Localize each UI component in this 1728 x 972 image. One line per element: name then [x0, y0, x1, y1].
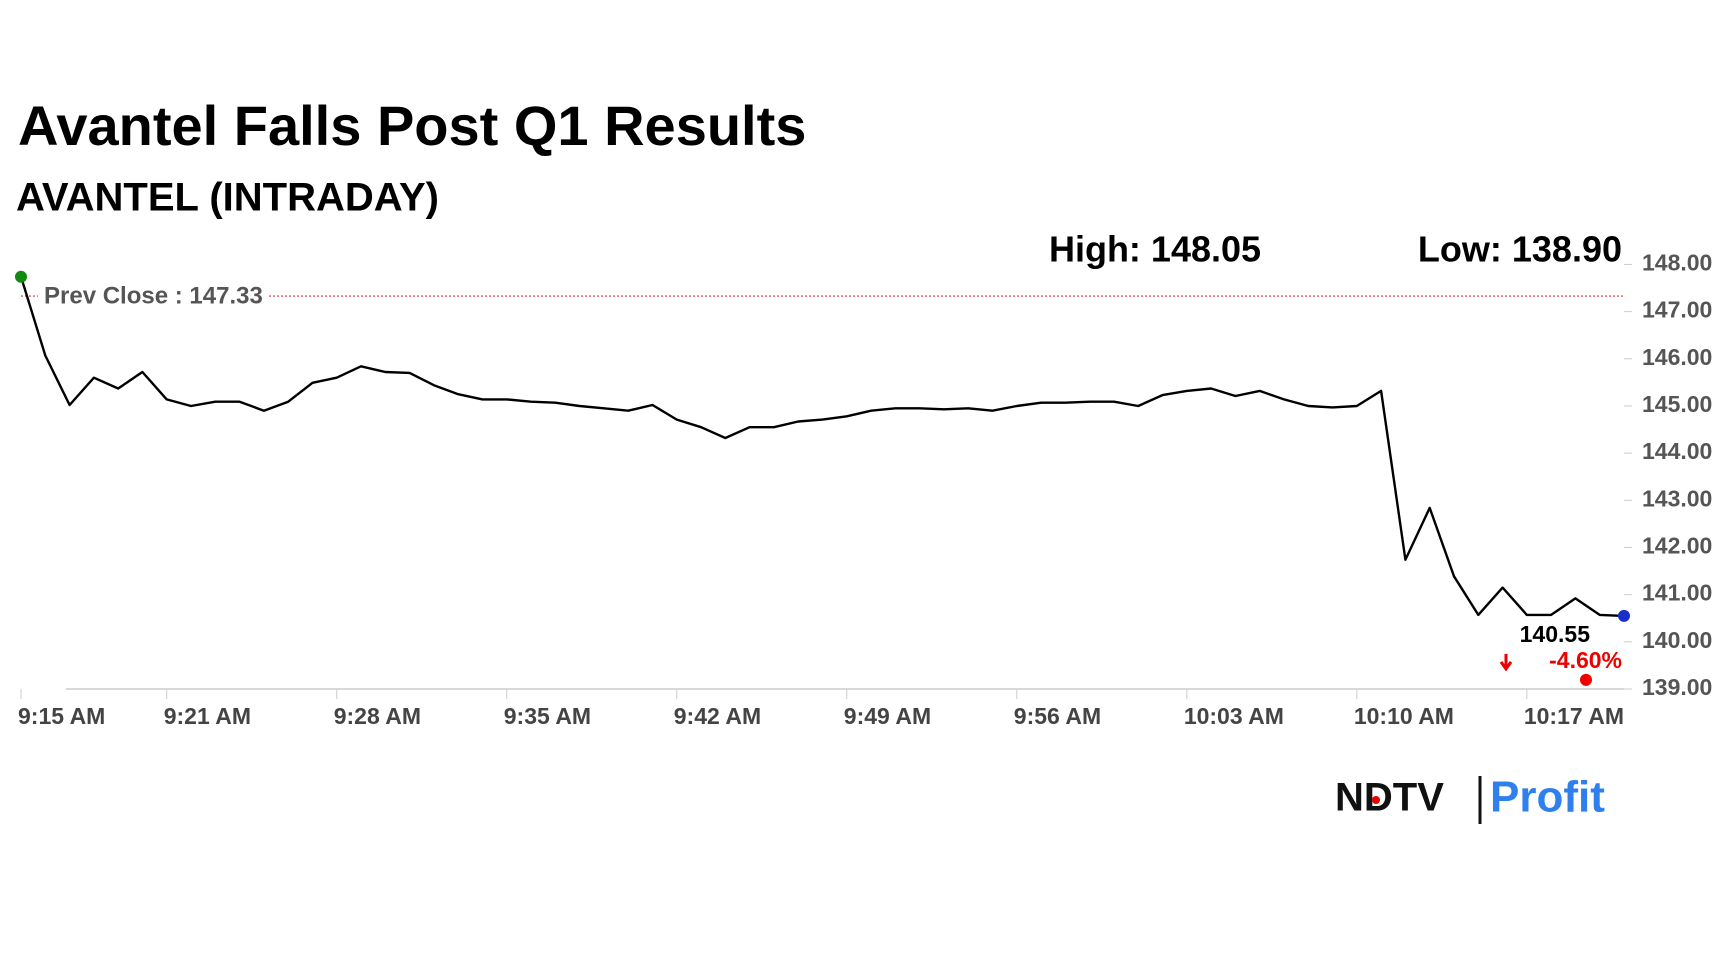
- y-tick-label: 142.00: [1642, 533, 1712, 559]
- x-tick-label: 9:49 AM: [844, 703, 931, 729]
- last-price-label: 140.55: [1520, 621, 1591, 647]
- x-tick-label: 9:15 AM: [18, 703, 105, 729]
- x-tick-label: 9:35 AM: [504, 703, 591, 729]
- y-tick-label: 146.00: [1642, 344, 1712, 370]
- x-tick-label: 9:21 AM: [164, 703, 251, 729]
- start-dot: [15, 270, 27, 283]
- x-tick-label: 9:42 AM: [674, 703, 761, 729]
- chart-title: Avantel Falls Post Q1 Results: [18, 94, 806, 157]
- y-tick-label: 140.00: [1642, 627, 1712, 653]
- y-tick-label: 139.00: [1642, 674, 1712, 700]
- y-tick-label: 141.00: [1642, 580, 1712, 606]
- change-dot: [1580, 673, 1592, 686]
- x-tick-label: 9:56 AM: [1014, 703, 1101, 729]
- down-arrow: [1499, 653, 1513, 672]
- y-tick-label: 143.00: [1642, 485, 1712, 511]
- price-line: [19, 276, 1625, 618]
- prev-close-label-bg: [38, 280, 269, 312]
- logo: NDTV Profit: [1335, 773, 1605, 824]
- logo-product: Profit: [1490, 773, 1605, 822]
- change-label: -4.60%: [1549, 647, 1622, 673]
- x-tick-label: 9:28 AM: [334, 703, 421, 729]
- x-tick-label: 10:10 AM: [1354, 703, 1454, 729]
- x-tick-label: 10:03 AM: [1184, 703, 1284, 729]
- chart-subtitle: AVANTEL (INTRADAY): [16, 176, 439, 220]
- y-tick-label: 145.00: [1642, 391, 1712, 417]
- logo-dot: [1372, 796, 1380, 804]
- end-dot: [1618, 609, 1630, 622]
- high-label: High: 148.05: [1049, 229, 1261, 270]
- y-tick-label: 147.00: [1642, 297, 1712, 323]
- y-tick-label: 148.00: [1642, 250, 1712, 276]
- low-label: Low: 138.90: [1418, 229, 1622, 270]
- x-tick-label: 10:17 AM: [1524, 703, 1624, 729]
- prev-close-label: Prev Close : 147.33: [44, 282, 263, 309]
- logo-brand: NDTV: [1335, 776, 1444, 820]
- y-tick-label: 144.00: [1642, 438, 1712, 464]
